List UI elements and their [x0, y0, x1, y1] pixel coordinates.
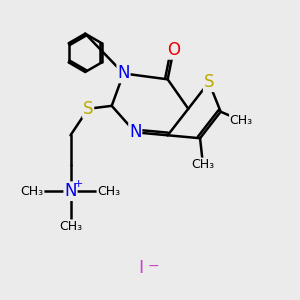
- Text: N: N: [129, 123, 142, 141]
- Text: S: S: [83, 100, 93, 118]
- Text: N: N: [64, 182, 77, 200]
- Text: −: −: [147, 258, 159, 272]
- Text: I: I: [139, 259, 144, 277]
- Text: CH₃: CH₃: [59, 220, 82, 233]
- Text: CH₃: CH₃: [21, 185, 44, 198]
- Text: CH₃: CH₃: [230, 114, 253, 127]
- Text: +: +: [74, 179, 83, 189]
- Text: CH₃: CH₃: [97, 185, 120, 198]
- Text: S: S: [204, 73, 214, 91]
- Text: CH₃: CH₃: [191, 158, 214, 171]
- Text: O: O: [167, 41, 180, 59]
- Text: N: N: [117, 64, 130, 82]
